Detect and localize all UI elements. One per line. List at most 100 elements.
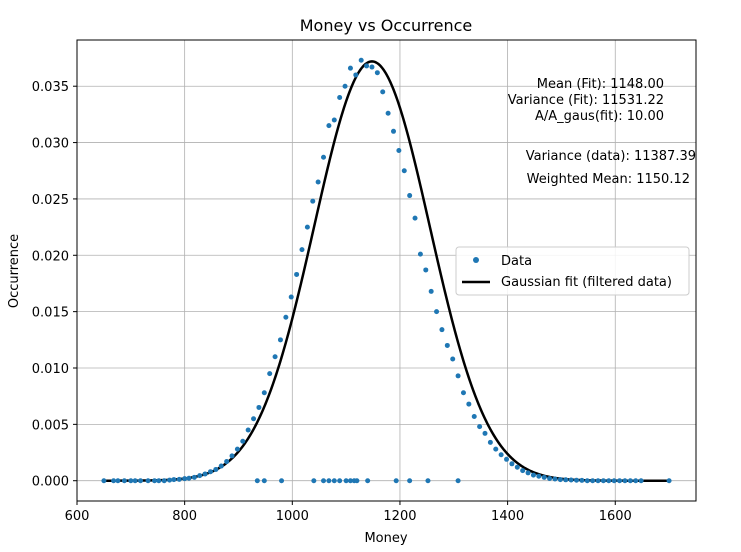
data-point bbox=[455, 478, 461, 484]
data-point bbox=[321, 478, 327, 484]
data-point bbox=[229, 453, 235, 459]
data-point bbox=[171, 477, 177, 483]
data-point bbox=[393, 478, 399, 484]
data-point bbox=[525, 470, 531, 476]
data-point bbox=[186, 475, 192, 481]
data-point bbox=[417, 251, 423, 257]
legend-box bbox=[455, 246, 690, 296]
x-tick-label: 1000 bbox=[276, 509, 309, 524]
x-tick-label: 600 bbox=[65, 509, 90, 524]
data-point bbox=[353, 72, 359, 78]
data-point bbox=[347, 65, 353, 71]
data-point bbox=[633, 478, 639, 484]
data-point bbox=[434, 309, 440, 315]
data-point bbox=[115, 478, 121, 484]
data-point bbox=[240, 438, 246, 444]
data-point bbox=[161, 478, 167, 484]
data-point bbox=[299, 247, 305, 253]
data-point bbox=[101, 478, 107, 484]
data-point bbox=[455, 373, 461, 379]
data-point bbox=[354, 478, 360, 484]
x-axis: 600 800 1000 1200 1400 1600 bbox=[65, 501, 632, 524]
data-point bbox=[584, 478, 590, 484]
data-point bbox=[487, 439, 493, 445]
data-point bbox=[331, 478, 337, 484]
data-point bbox=[261, 478, 267, 484]
data-point bbox=[267, 371, 273, 377]
data-point bbox=[568, 477, 574, 483]
data-point bbox=[218, 463, 224, 469]
data-point bbox=[423, 267, 429, 273]
data-point bbox=[638, 478, 644, 484]
data-point bbox=[595, 478, 601, 484]
data-point bbox=[321, 154, 327, 160]
data-point bbox=[343, 478, 349, 484]
data-point bbox=[342, 83, 348, 89]
data-point bbox=[627, 478, 633, 484]
data-point bbox=[622, 478, 628, 484]
data-point bbox=[552, 476, 558, 482]
data-point bbox=[128, 478, 134, 484]
data-point bbox=[407, 193, 413, 199]
data-point bbox=[606, 478, 612, 484]
y-tick-label: 0.000 bbox=[32, 475, 69, 490]
data-point bbox=[182, 476, 188, 482]
data-point bbox=[326, 123, 332, 129]
data-point bbox=[536, 473, 542, 479]
x-tick-label: 1600 bbox=[599, 509, 632, 524]
data-point bbox=[283, 314, 289, 320]
annotation-mean-fit: Mean (Fit): 1148.00 bbox=[537, 77, 664, 92]
data-point bbox=[557, 477, 563, 483]
data-point bbox=[509, 461, 515, 467]
data-point bbox=[288, 294, 294, 300]
data-point bbox=[347, 478, 353, 484]
data-point bbox=[498, 452, 504, 458]
data-point bbox=[365, 478, 371, 484]
data-point bbox=[482, 430, 488, 436]
data-point bbox=[579, 477, 585, 483]
data-point bbox=[428, 288, 434, 294]
data-point bbox=[471, 413, 477, 419]
plot-frame bbox=[76, 39, 697, 502]
data-point bbox=[547, 475, 553, 481]
data-point bbox=[563, 477, 569, 483]
annotation-amplitude-ratio: A/A_gaus(fit): 10.00 bbox=[535, 109, 664, 124]
data-point bbox=[369, 64, 375, 70]
data-point bbox=[401, 168, 407, 174]
y-tick-label: 0.010 bbox=[32, 362, 69, 377]
data-point bbox=[121, 478, 127, 484]
data-point bbox=[444, 342, 450, 348]
data-point bbox=[617, 478, 623, 484]
data-point bbox=[364, 63, 370, 69]
y-axis: 0.000 0.005 0.010 0.015 0.020 0.025 0.030 0.035 bbox=[32, 80, 77, 490]
data-point bbox=[504, 456, 510, 462]
data-points-layer bbox=[101, 57, 672, 484]
data-point bbox=[541, 474, 547, 480]
data-point bbox=[460, 390, 466, 396]
data-point bbox=[520, 468, 526, 474]
data-point bbox=[256, 404, 262, 410]
data-point bbox=[294, 271, 300, 277]
data-point bbox=[245, 427, 251, 433]
legend-marker-data bbox=[473, 257, 479, 263]
data-point bbox=[251, 416, 257, 422]
legend-label-fit: Gaussian fit (filtered data) bbox=[501, 275, 672, 290]
data-point bbox=[374, 70, 380, 76]
data-point bbox=[207, 469, 213, 475]
data-point bbox=[304, 224, 310, 230]
data-point bbox=[272, 354, 278, 360]
data-point bbox=[574, 477, 580, 483]
data-point bbox=[213, 466, 219, 472]
x-tick-label: 1200 bbox=[383, 509, 416, 524]
data-point bbox=[439, 327, 445, 333]
annotation-variance-data: Variance (data): 11387.39 bbox=[526, 149, 696, 164]
data-point bbox=[391, 128, 396, 134]
data-point bbox=[279, 478, 285, 484]
data-point bbox=[224, 459, 230, 465]
data-point bbox=[167, 477, 173, 483]
data-point bbox=[261, 390, 267, 396]
data-point bbox=[156, 478, 162, 484]
data-point bbox=[611, 478, 617, 484]
data-point bbox=[337, 478, 343, 484]
